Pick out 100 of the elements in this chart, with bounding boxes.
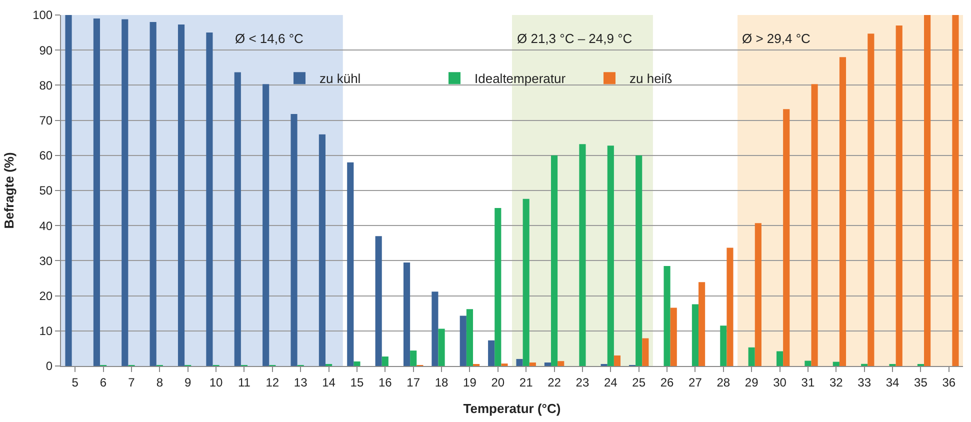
y-tick-label: 10	[39, 324, 53, 338]
bar	[558, 361, 564, 366]
y-tick-label: 50	[39, 184, 53, 198]
bar	[868, 34, 874, 366]
bar	[403, 262, 410, 366]
bar	[494, 208, 502, 366]
y-tick-label: 60	[39, 148, 53, 163]
bar	[670, 308, 677, 366]
x-tick-label: 15	[350, 375, 364, 390]
bar	[896, 26, 902, 366]
bar	[318, 134, 326, 366]
bar	[642, 338, 649, 366]
x-tick-label: 23	[576, 375, 590, 390]
bar	[375, 236, 382, 366]
x-tick-label: 30	[773, 375, 787, 390]
bar	[410, 350, 417, 366]
x-tick-label: 35	[914, 375, 928, 390]
x-tick-label: 10	[209, 375, 224, 390]
bar	[234, 72, 241, 366]
bar	[804, 360, 812, 366]
x-tick-label: 7	[128, 375, 136, 390]
bar	[748, 347, 755, 366]
bar	[290, 114, 298, 366]
x-tick-label: 18	[434, 375, 449, 390]
bar	[726, 248, 734, 366]
x-tick-label: 13	[294, 375, 308, 390]
bar	[720, 326, 727, 366]
bar	[664, 266, 670, 366]
bar	[150, 22, 156, 366]
bar	[811, 84, 818, 366]
bar	[65, 15, 72, 366]
x-tick-label: 26	[660, 375, 674, 390]
bar	[262, 84, 270, 366]
y-tick-label: 0	[46, 359, 53, 374]
bar	[783, 109, 790, 366]
bar	[488, 340, 495, 366]
x-tick-label: 17	[406, 375, 420, 390]
y-tick-label: 30	[39, 254, 53, 268]
bar	[347, 162, 354, 366]
y-tick-label: 70	[39, 114, 53, 128]
x-tick-label: 8	[156, 375, 164, 390]
legend-label: zu heiß	[630, 71, 672, 86]
band-label: Ø > 29,4 °C	[742, 31, 810, 46]
y-tick-label: 20	[39, 289, 53, 303]
legend-label: Idealtemperatur	[474, 71, 566, 86]
bar	[839, 57, 846, 366]
band-label: Ø 21,3 °C – 24,9 °C	[517, 31, 632, 46]
x-tick-label: 29	[744, 375, 759, 390]
bar	[522, 198, 530, 366]
bar	[432, 292, 438, 366]
bar	[438, 328, 445, 366]
bar	[354, 361, 360, 366]
x-tick-label: 33	[858, 375, 872, 390]
bar	[550, 155, 558, 366]
legend-label: zu kühl	[320, 71, 361, 86]
x-tick-label: 34	[886, 375, 900, 390]
x-tick-label: 24	[604, 375, 618, 390]
x-tick-label: 21	[519, 375, 534, 390]
x-tick-label: 25	[632, 375, 646, 390]
bar	[382, 356, 388, 366]
bar	[544, 362, 551, 366]
bar	[924, 15, 931, 366]
band-label: Ø < 14,6 °C	[235, 31, 304, 46]
x-tick-label: 20	[491, 375, 505, 390]
y-tick-label: 100	[32, 8, 53, 22]
x-tick-label: 5	[72, 375, 79, 390]
bar	[579, 144, 586, 366]
bar	[516, 358, 523, 366]
bar	[754, 223, 762, 366]
x-tick-label: 31	[801, 375, 815, 390]
x-tick-label: 11	[238, 375, 251, 390]
x-tick-label: 9	[184, 375, 192, 390]
x-axis-title: Temperatur (°C)	[463, 401, 561, 416]
bar	[636, 155, 642, 366]
bar	[832, 362, 840, 366]
x-tick-label: 36	[942, 375, 956, 390]
x-tick-label: 14	[322, 375, 336, 390]
bar	[529, 362, 536, 366]
bar	[122, 19, 128, 366]
x-tick-label: 22	[548, 375, 562, 390]
x-tick-label: 27	[688, 375, 702, 390]
x-tick-label: 16	[378, 375, 392, 390]
bar	[178, 24, 185, 366]
bar	[698, 282, 706, 366]
y-axis-title: Befragte (%)	[2, 152, 17, 229]
bar	[206, 32, 213, 366]
bar	[776, 351, 784, 366]
bar	[93, 18, 100, 366]
bar	[692, 304, 699, 366]
x-tick-label: 28	[716, 375, 730, 390]
bar	[607, 146, 614, 366]
y-tick-label: 80	[39, 78, 53, 92]
x-tick-label: 32	[829, 375, 844, 390]
x-tick-label: 19	[463, 375, 477, 390]
y-tick-label: 90	[39, 43, 53, 58]
bar	[952, 15, 959, 366]
bar	[460, 316, 466, 366]
x-tick-label: 6	[100, 375, 107, 390]
bar	[614, 355, 621, 366]
bar	[466, 309, 474, 366]
